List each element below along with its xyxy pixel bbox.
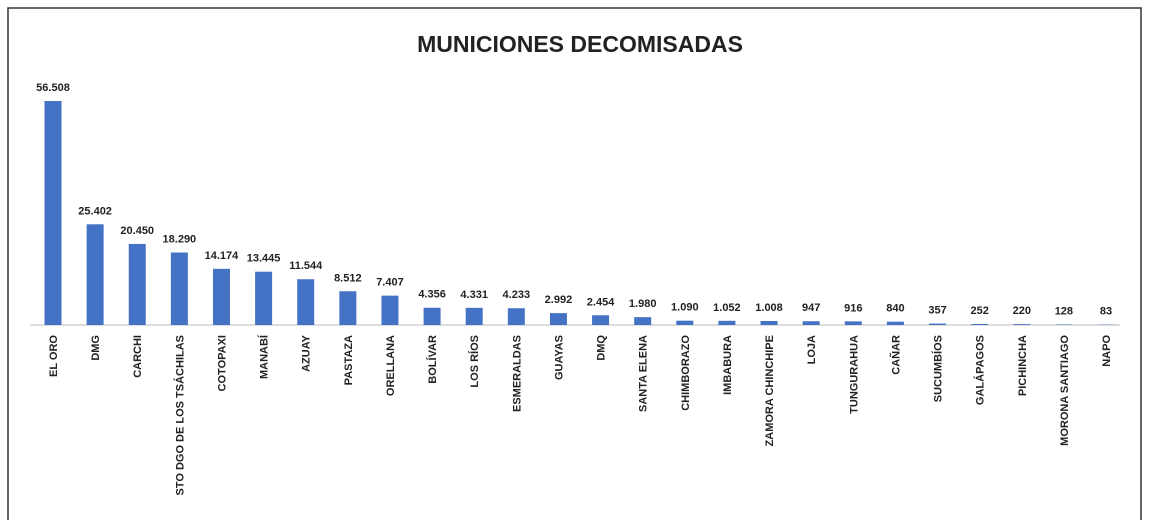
bar — [297, 279, 315, 325]
value-label: 8.512 — [334, 272, 362, 284]
x-tick-label: BOLÍVAR — [426, 335, 439, 384]
bar — [760, 321, 778, 325]
value-label: 1.980 — [629, 298, 657, 310]
value-label: 13.445 — [247, 253, 281, 265]
bar — [465, 307, 483, 325]
chart-title: MUNICIONES DECOMISADAS — [417, 31, 743, 57]
x-tick-label: LOJA — [806, 335, 818, 364]
x-tick-label: SUCUMBÍOS — [932, 335, 945, 402]
bar — [592, 315, 610, 325]
value-label: 7.407 — [376, 277, 404, 289]
x-tick-label: ORELLANA — [385, 335, 397, 396]
value-label: 2.454 — [587, 296, 615, 308]
x-tick-label: ESMERALDAS — [511, 335, 523, 412]
bar — [634, 317, 652, 325]
x-tick-label: AZUAY — [301, 334, 313, 372]
value-label: 4.356 — [418, 289, 446, 301]
bar — [128, 243, 146, 325]
bar — [255, 271, 273, 325]
x-tick-label: ZAMORA CHINCHIPE — [764, 335, 776, 446]
value-label: 840 — [886, 303, 904, 315]
bar — [212, 268, 230, 325]
x-tick-label: LOS RÍOS — [468, 335, 481, 388]
value-label: 1.052 — [713, 302, 741, 314]
value-label: 1.008 — [755, 302, 783, 314]
bar — [86, 224, 104, 325]
x-tick-label: COTOPAXI — [216, 335, 228, 391]
x-tick-label: STO DGO DE LOS TSÁCHILAS — [173, 335, 186, 496]
x-tick-label: TUNGURAHUA — [848, 335, 860, 414]
value-label: 11.544 — [289, 260, 323, 272]
bar — [549, 313, 567, 325]
x-tick-label: CARCHI — [132, 335, 144, 378]
bar — [44, 101, 62, 325]
value-label: 14.174 — [205, 250, 240, 262]
value-label: 2.992 — [545, 294, 573, 306]
bar — [676, 320, 694, 325]
x-tick-label: SANTA ELENA — [638, 335, 650, 412]
x-tick-label: GUAYAS — [553, 335, 565, 380]
value-label: 25.402 — [78, 205, 112, 217]
value-label: 947 — [802, 302, 820, 314]
value-label: 1.090 — [671, 302, 699, 314]
bar — [802, 321, 820, 325]
value-label: 56.508 — [36, 82, 70, 94]
bar — [1013, 324, 1031, 325]
value-label: 916 — [844, 302, 862, 314]
x-tick-label: NAPO — [1101, 335, 1113, 367]
bar — [718, 320, 736, 325]
value-label: 18.290 — [163, 233, 197, 245]
x-tick-label: PICHINCHA — [1017, 335, 1029, 396]
value-label: 4.233 — [503, 289, 531, 301]
bar — [423, 307, 441, 325]
x-tick-label: EL ORO — [48, 335, 60, 377]
x-tick-label: CHIMBORAZO — [680, 335, 692, 411]
value-label: 220 — [1013, 305, 1031, 317]
x-tick-label: DMQ — [596, 335, 608, 361]
bar — [929, 323, 947, 325]
value-label: 20.450 — [120, 225, 154, 237]
bar — [886, 321, 904, 325]
bar — [381, 295, 399, 325]
value-label: 252 — [970, 305, 988, 317]
bar — [507, 308, 525, 325]
bar — [971, 324, 989, 325]
bar — [339, 291, 357, 325]
value-label: 83 — [1100, 306, 1112, 318]
x-tick-label: IMBABURA — [722, 335, 734, 395]
x-tick-label: CAÑAR — [889, 335, 902, 375]
frame — [7, 7, 1142, 520]
x-tick-label: MANABÍ — [258, 334, 271, 379]
value-label: 128 — [1055, 305, 1073, 317]
x-tick-label: DMG — [90, 335, 102, 361]
bar — [844, 321, 862, 325]
bar — [1055, 324, 1073, 325]
x-tick-label: GALÁPAGOS — [974, 335, 987, 405]
value-label: 4.331 — [460, 289, 488, 301]
x-tick-label: PASTAZA — [343, 335, 355, 385]
x-tick-label: MORONA SANTIAGO — [1059, 335, 1071, 446]
bar — [170, 252, 188, 325]
value-label: 357 — [928, 305, 946, 317]
